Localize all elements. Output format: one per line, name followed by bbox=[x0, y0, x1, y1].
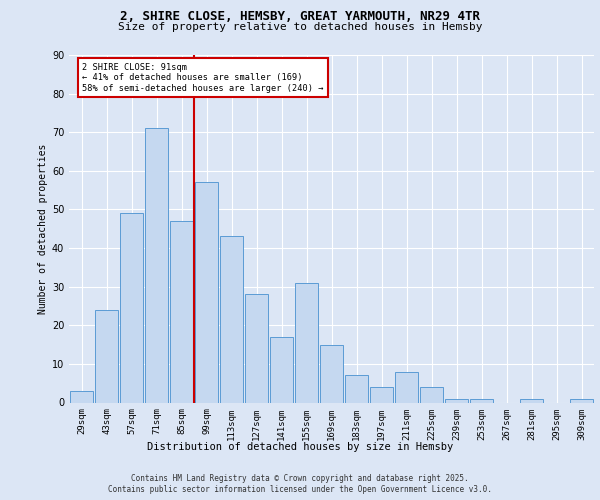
Bar bbox=[145, 128, 169, 402]
Text: 2, SHIRE CLOSE, HEMSBY, GREAT YARMOUTH, NR29 4TR: 2, SHIRE CLOSE, HEMSBY, GREAT YARMOUTH, … bbox=[120, 10, 480, 23]
Bar bbox=[170, 221, 193, 402]
Text: Contains public sector information licensed under the Open Government Licence v3: Contains public sector information licen… bbox=[108, 485, 492, 494]
Bar bbox=[245, 294, 268, 403]
Bar bbox=[569, 398, 593, 402]
Bar bbox=[70, 391, 94, 402]
Bar bbox=[419, 387, 443, 402]
Bar bbox=[370, 387, 394, 402]
Bar bbox=[344, 376, 368, 402]
Bar bbox=[470, 398, 493, 402]
Bar bbox=[445, 398, 469, 402]
Bar bbox=[194, 182, 218, 402]
Y-axis label: Number of detached properties: Number of detached properties bbox=[38, 144, 47, 314]
Bar bbox=[320, 344, 343, 403]
Bar bbox=[395, 372, 418, 402]
Bar bbox=[520, 398, 544, 402]
Text: Distribution of detached houses by size in Hemsby: Distribution of detached houses by size … bbox=[147, 442, 453, 452]
Bar bbox=[220, 236, 244, 402]
Text: Size of property relative to detached houses in Hemsby: Size of property relative to detached ho… bbox=[118, 22, 482, 32]
Bar bbox=[269, 337, 293, 402]
Bar bbox=[295, 283, 319, 403]
Text: 2 SHIRE CLOSE: 91sqm
← 41% of detached houses are smaller (169)
58% of semi-deta: 2 SHIRE CLOSE: 91sqm ← 41% of detached h… bbox=[82, 62, 323, 92]
Bar bbox=[95, 310, 118, 402]
Text: Contains HM Land Registry data © Crown copyright and database right 2025.: Contains HM Land Registry data © Crown c… bbox=[131, 474, 469, 483]
Bar bbox=[119, 214, 143, 402]
